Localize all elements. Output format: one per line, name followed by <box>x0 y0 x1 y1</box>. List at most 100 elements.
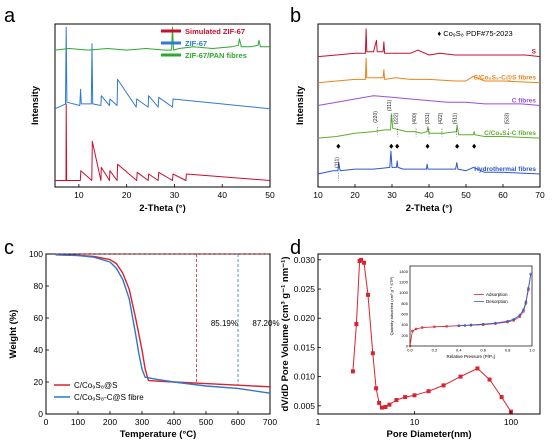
inset-data-point <box>481 322 485 326</box>
inset-data-point <box>529 272 533 276</box>
x-tick-label: 40 <box>217 190 227 200</box>
x-tick-label: 10 <box>74 190 84 200</box>
panel-d-frame <box>317 253 541 415</box>
legend-label-1: ZIF-67 <box>185 39 207 48</box>
inset-x-tick-label: 0.0 <box>407 348 413 353</box>
y-axis-label: Intensity <box>30 85 41 125</box>
hkl-annotation: (533) <box>505 112 511 124</box>
x-tick-label: 30 <box>170 190 180 200</box>
inset-y-tick-label: 600 <box>401 312 408 317</box>
series-4-label: Hydrothermal fibres <box>474 166 536 173</box>
diamond-marker <box>455 143 460 149</box>
inset-y-tick-label: 1000 <box>399 290 409 295</box>
series-1-line <box>317 57 541 84</box>
inset-data-point <box>420 326 424 329</box>
inset-y-tick-label: 200 <box>401 333 408 338</box>
inset-x-tick-label: 0.8 <box>505 348 511 353</box>
inset-data-point <box>527 287 530 290</box>
x-tick-label: 10 <box>410 417 420 427</box>
hkl-annotation: (111) <box>334 157 340 168</box>
y-tick-label: 0.025 <box>294 284 316 294</box>
inset-data-point <box>433 325 436 329</box>
x-tick-label: 300 <box>135 417 149 427</box>
reference-pdf-label: ♦ Co₉S₈ PDF#75-2023 <box>437 29 512 38</box>
data-point <box>441 383 446 388</box>
inset-x-axis-label: Relative Pressure (P/P₀) <box>447 354 496 359</box>
inset-y-tick-label: 1200 <box>399 280 409 285</box>
series-0-line <box>317 28 541 58</box>
x-tick-label: 200 <box>103 417 117 427</box>
diamond-marker <box>336 143 341 149</box>
series-2-label: C fibres <box>512 98 537 105</box>
inset-x-tick-label: 0.6 <box>480 348 486 353</box>
x-tick-label: 500 <box>199 417 213 427</box>
panel-letter-b: b <box>290 5 301 27</box>
data-point <box>350 369 355 374</box>
mass-percent-label-0: 85.19% <box>211 319 238 328</box>
diamond-marker <box>472 143 477 149</box>
data-point <box>458 374 463 379</box>
hkl-annotation: (311) <box>387 100 393 112</box>
inset-frame <box>409 265 533 347</box>
legend-label-1: C/Co₉S₈-C@S fibre <box>74 393 144 402</box>
series-0-line <box>55 254 271 388</box>
y-axis-label: Weight (%) <box>8 310 19 359</box>
x-tick-label: 700 <box>263 417 277 427</box>
inset-data-point <box>512 318 516 321</box>
x-axis-label: 2-Theta (°) <box>406 203 453 214</box>
inset-legend-label-0: Adsorption <box>486 292 508 297</box>
hkl-annotation: (422) <box>438 112 444 124</box>
series-1-line <box>54 26 271 110</box>
x-tick-label: 40 <box>424 190 434 200</box>
data-point <box>426 389 431 394</box>
data-point <box>403 395 408 400</box>
x-tick-label: 600 <box>231 417 245 427</box>
inset-data-point <box>408 344 412 348</box>
x-tick-label: 1 <box>316 417 321 427</box>
data-point <box>387 402 392 407</box>
panel-c-frame <box>45 253 271 415</box>
inset-data-point <box>463 324 467 327</box>
legend-label-2: ZIF-67/PAN fibres <box>185 51 247 60</box>
inset-data-point <box>506 319 509 323</box>
inset-series-0-line <box>409 273 532 347</box>
inset-legend-label-1: Desorption <box>486 299 508 304</box>
legend-label-0: C/Co₉S₈@S <box>74 381 118 390</box>
inset-data-point <box>494 321 497 325</box>
data-point <box>366 292 371 297</box>
inset-data-point <box>524 300 528 304</box>
x-tick-label: 20 <box>350 190 360 200</box>
x-axis-label: Pore Diameter(nm) <box>387 429 472 440</box>
series-3-line <box>317 113 541 139</box>
x-tick-label: 0 <box>44 417 49 427</box>
hkl-annotation: (222) <box>394 112 400 124</box>
y-axis-label: dV/dD Pore Volume (cm³ g⁻¹ nm⁻¹) <box>280 257 291 412</box>
data-point <box>379 405 384 410</box>
series-1-label: C/Co₉S₈-C@S fibres <box>473 75 536 82</box>
hkl-annotation: (331) <box>425 112 431 124</box>
x-tick-label: 30 <box>387 190 397 200</box>
data-point <box>475 366 480 371</box>
series-2-line <box>54 26 270 51</box>
series-4-line <box>317 150 541 175</box>
x-tick-label: 70 <box>535 190 545 200</box>
x-tick-label: 100 <box>71 417 85 427</box>
inset-data-point <box>469 323 473 327</box>
data-point <box>487 377 492 382</box>
diamond-marker <box>425 143 430 149</box>
data-point <box>412 393 417 398</box>
x-tick-label: 10 <box>313 190 323 200</box>
inset-y-axis-label: Quantity adsorbed (cm³ g⁻¹ STP) <box>389 276 394 335</box>
x-axis-label: 2-Theta (°) <box>139 203 186 214</box>
data-point <box>370 351 375 356</box>
inset-x-tick-label: 0.4 <box>456 348 462 353</box>
inset-data-point <box>518 315 522 318</box>
inset-y-tick-label: 800 <box>401 301 408 306</box>
diamond-marker <box>395 143 400 149</box>
series-3-label: C/Co₉S₈-C fibres <box>484 130 536 137</box>
y-tick-label: 0.030 <box>294 255 316 265</box>
inset-y-tick-label: 1400 <box>399 269 409 274</box>
series-2-line <box>317 95 541 106</box>
inset-data-point <box>414 327 418 331</box>
